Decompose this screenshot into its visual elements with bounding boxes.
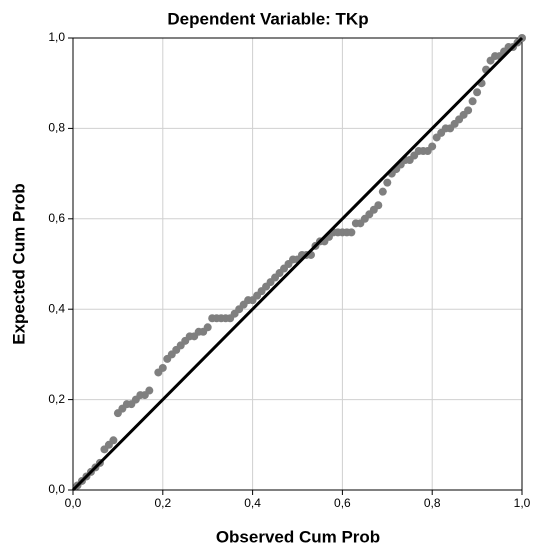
x-tick-label: 0,2: [154, 496, 171, 510]
point: [145, 386, 154, 395]
y-tick-label: 0,6: [48, 211, 65, 225]
point: [203, 323, 212, 332]
point: [158, 363, 167, 372]
y-tick-label: 1,0: [48, 30, 65, 44]
chart-title: Dependent Variable: TKp: [167, 9, 368, 28]
y-tick-label: 0,8: [48, 121, 65, 135]
y-tick-label: 0,0: [48, 482, 65, 496]
plot-frame: [72, 37, 523, 491]
reference-line: [71, 36, 524, 492]
x-tick-label: 0,0: [65, 496, 82, 510]
point: [374, 201, 383, 210]
x-tick-label: 0,6: [334, 496, 351, 510]
x-tick-label: 1,0: [514, 496, 531, 510]
point: [464, 106, 473, 115]
y-tick-label: 0,2: [48, 392, 65, 406]
point: [468, 97, 477, 106]
point: [428, 142, 437, 151]
point: [473, 88, 482, 97]
point: [109, 436, 118, 445]
point: [378, 187, 387, 196]
x-tick-label: 0,4: [244, 496, 261, 510]
y-axis-label: Expected Cum Prob: [9, 183, 28, 345]
point: [347, 228, 356, 237]
y-tick-label: 0,4: [48, 301, 65, 315]
x-tick-label: 0,8: [424, 496, 441, 510]
x-axis-label: Observed Cum Prob: [216, 527, 380, 546]
point: [383, 178, 392, 187]
